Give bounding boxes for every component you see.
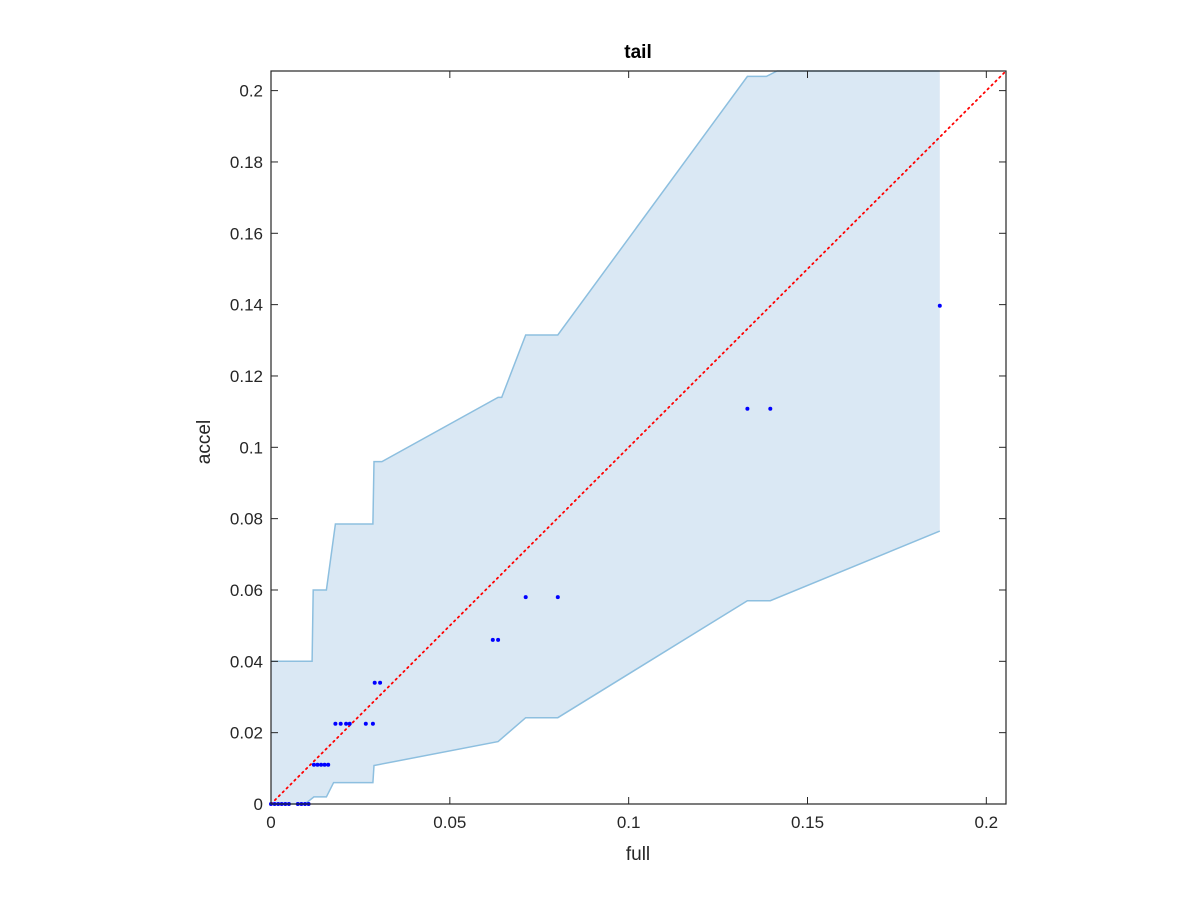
- y-tick-label: 0.1: [239, 438, 263, 457]
- y-tick-label: 0: [254, 795, 263, 814]
- band-upper-edge: [271, 70, 940, 663]
- x-tick-label: 0.05: [433, 813, 466, 832]
- data-point: [311, 762, 316, 767]
- y-tick-label: 0.04: [230, 652, 263, 671]
- x-axis-title: full: [626, 844, 650, 865]
- y-tick-label: 0.08: [230, 510, 263, 529]
- data-point: [372, 680, 377, 685]
- data-point: [326, 762, 331, 767]
- axes-box: [270, 70, 1007, 805]
- data-point: [344, 721, 349, 726]
- y-tick-label: 0.12: [230, 367, 263, 386]
- data-point: [370, 721, 375, 726]
- data-point: [937, 303, 942, 308]
- data-point: [555, 595, 560, 600]
- data-point: [322, 762, 327, 767]
- y-tick-label: 0.14: [230, 296, 263, 315]
- chart-title: tail: [624, 42, 651, 63]
- band-lower-edge: [271, 530, 941, 805]
- plot-area: [269, 70, 1007, 806]
- data-point: [768, 406, 773, 411]
- y-tick-label: 0.2: [239, 82, 263, 101]
- confidence-band: [271, 71, 940, 804]
- x-tick-label: 0.2: [975, 813, 999, 832]
- y-axis-title: accel: [194, 420, 215, 464]
- y-tick-label: 0.02: [230, 724, 263, 743]
- data-point: [378, 680, 383, 685]
- y-tick-label: 0.16: [230, 224, 263, 243]
- data-point: [315, 762, 320, 767]
- y-tick-label: 0.06: [230, 581, 263, 600]
- data-point: [333, 721, 338, 726]
- data-point: [490, 637, 495, 642]
- data-point: [745, 406, 750, 411]
- data-point: [496, 637, 501, 642]
- data-point: [319, 762, 324, 767]
- reference-line: [270, 70, 1007, 805]
- y-tick-label: 0.18: [230, 153, 263, 172]
- x-tick-label: 0: [266, 813, 275, 832]
- data-point: [363, 721, 368, 726]
- data-point: [347, 721, 352, 726]
- x-tick-label: 0.15: [791, 813, 824, 832]
- x-tick-label: 0.1: [617, 813, 641, 832]
- y-axis: 0 0.02 0.04 0.06 0.08 0.1 0.12 0.14 0.16 0.18 0.2: [230, 82, 1006, 814]
- x-axis: 0 0.05 0.1 0.15 0.2: [266, 71, 998, 832]
- data-point: [523, 595, 528, 600]
- data-point: [338, 721, 343, 726]
